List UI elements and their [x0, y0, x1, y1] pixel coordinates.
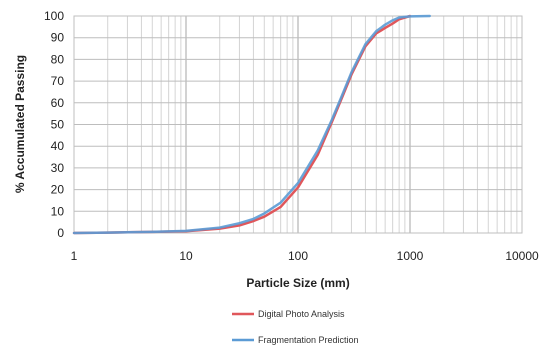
- y-tick-label: 0: [57, 226, 64, 240]
- y-tick-label: 80: [51, 52, 65, 66]
- y-tick-label: 30: [51, 161, 65, 175]
- y-tick-label: 60: [51, 96, 65, 110]
- x-tick-label: 10000: [505, 249, 539, 263]
- y-tick-label: 90: [51, 31, 65, 45]
- y-tick-label: 40: [51, 139, 65, 153]
- y-axis-ticks: 0 10 20 30 40 50 60 70 80 90 100: [44, 9, 64, 240]
- legend: Digital Photo Analysis Fragmentation Pred…: [232, 309, 359, 345]
- series-line-2: [72, 14, 431, 235]
- series-lines: [72, 14, 431, 235]
- x-tick-label: 1: [71, 249, 78, 263]
- legend-label: Fragmentation Prediction: [258, 335, 359, 345]
- legend-item-2: Fragmentation Prediction: [232, 335, 359, 345]
- y-tick-label: 10: [51, 204, 65, 218]
- plot-area-frame: [73, 15, 523, 234]
- y-tick-label: 50: [51, 118, 65, 132]
- legend-item-1: Digital Photo Analysis: [232, 309, 345, 319]
- y-axis-title: % Accumulated Passing: [13, 55, 27, 193]
- y-tick-label: 100: [44, 9, 64, 23]
- x-tick-label: 10: [179, 249, 193, 263]
- x-tick-label: 1000: [397, 249, 424, 263]
- legend-label: Digital Photo Analysis: [258, 309, 345, 319]
- y-tick-label: 20: [51, 183, 65, 197]
- x-tick-label: 100: [288, 249, 308, 263]
- x-axis-ticks: 1 10 100 1000 10000: [71, 249, 539, 263]
- x-axis-title: Particle Size (mm): [246, 276, 349, 290]
- y-tick-label: 70: [51, 74, 65, 88]
